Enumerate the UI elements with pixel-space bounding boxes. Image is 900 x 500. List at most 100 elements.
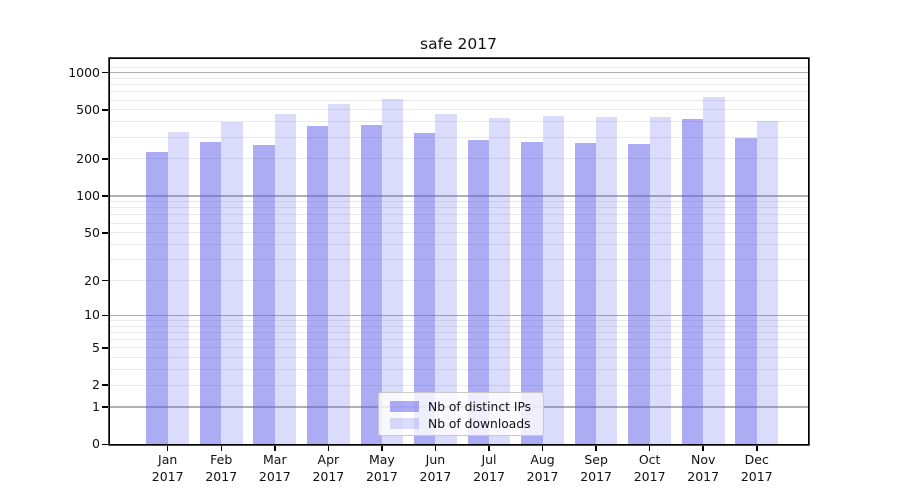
y-tick-mark (102, 195, 108, 197)
minor-gridline (109, 369, 808, 371)
minor-gridline (109, 99, 808, 101)
x-tick-label-dec: Dec 2017 (725, 451, 789, 485)
x-tick-label-feb: Feb 2017 (189, 451, 253, 485)
y-tick-mark (102, 347, 108, 349)
y-tick-label: 20 (84, 272, 100, 288)
chart-title: safe 2017 (420, 35, 497, 53)
x-tick-label-nov: Nov 2017 (671, 451, 735, 485)
legend-swatch-downloads (390, 418, 419, 429)
x-tick-label-line: Jun (425, 452, 446, 467)
bar-dec-distinct-ips (735, 137, 757, 445)
minor-gridline (109, 357, 808, 359)
minor-gridline (109, 222, 808, 224)
x-tick-label-line: 2017 (258, 469, 291, 484)
x-tick-label-line: May (368, 452, 395, 467)
bar-dec-downloads (756, 120, 779, 445)
y-tick-mark (102, 158, 108, 160)
bar-apr-downloads (328, 104, 350, 445)
x-tick-label-mar: Mar 2017 (243, 451, 307, 485)
y-tick-label: 2 (92, 377, 100, 393)
x-tick-mark (648, 446, 651, 451)
x-tick-label-line: 2017 (151, 469, 184, 484)
legend: Nb of distinct IPs Nb of downloads (378, 392, 544, 436)
bar-may-distinct-ips (360, 125, 382, 445)
x-tick-mark (434, 446, 437, 451)
x-tick-label-apr: Apr 2017 (296, 451, 360, 485)
x-tick-label-line: Dec (744, 452, 769, 467)
minor-gridline (109, 91, 808, 93)
y-tick-label: 200 (76, 150, 100, 166)
legend-item-distinct-ips: Nb of distinct IPs (390, 398, 543, 415)
x-tick-label-jan: Jan 2017 (136, 451, 200, 485)
x-tick-label-line: Mar (263, 452, 287, 467)
bar-mar-downloads (274, 114, 297, 445)
x-tick-label-line: 2017 (205, 469, 238, 484)
y-tick-label: 1 (92, 399, 100, 414)
x-tick-label-line: 2017 (740, 469, 773, 484)
x-tick-label-jul: Jul 2017 (457, 451, 521, 485)
bar-jun-downloads (435, 114, 457, 445)
minor-gridline (109, 121, 808, 123)
bar-jun-distinct-ips (414, 133, 436, 445)
y-tick-label: 500 (76, 101, 100, 117)
x-tick-label-line: 2017 (580, 469, 612, 484)
y-tick-mark (102, 279, 108, 282)
x-tick-label-line: Nov (690, 452, 716, 467)
minor-gridline (109, 331, 808, 333)
x-tick-label-line: 2017 (419, 469, 452, 484)
minor-gridline (109, 158, 808, 160)
bar-jan-distinct-ips (146, 151, 168, 445)
x-tick-label-line: Sep (584, 452, 608, 467)
bar-oct-downloads (649, 116, 672, 445)
x-tick-label-line: Oct (638, 452, 661, 467)
major-gridline (109, 195, 808, 197)
bar-aug-distinct-ips (521, 142, 543, 445)
x-tick-label-oct: Oct 2017 (618, 451, 682, 485)
legend-item-downloads: Nb of downloads (390, 415, 543, 432)
y-tick-label: 0 (92, 436, 100, 452)
bar-jul-distinct-ips (467, 139, 489, 445)
y-tick-label: 10 (84, 307, 100, 323)
bar-may-downloads (381, 99, 404, 445)
x-tick-label-sep: Sep 2017 (564, 451, 628, 485)
x-tick-label-line: 2017 (687, 469, 720, 484)
y-tick-mark (102, 406, 108, 408)
minor-gridline (109, 279, 808, 281)
x-tick-label-line: 2017 (365, 469, 398, 484)
x-tick-label-line: Jan (158, 452, 178, 467)
x-tick-mark (327, 446, 330, 451)
bar-jul-downloads (489, 118, 511, 445)
minor-gridline (109, 339, 808, 341)
x-tick-label-line: Apr (317, 452, 340, 467)
minor-gridline (109, 319, 808, 321)
minor-gridline (109, 244, 808, 245)
x-tick-mark (595, 446, 597, 451)
legend-swatch-distinct-ips (390, 401, 419, 412)
minor-gridline (109, 347, 808, 349)
minor-gridline (109, 201, 808, 203)
bar-nov-downloads (703, 96, 725, 445)
plot-area (109, 58, 808, 445)
bar-feb-downloads (221, 122, 243, 445)
y-tick-mark (102, 232, 108, 234)
minor-gridline (109, 84, 808, 86)
y-tick-mark (102, 109, 108, 111)
minor-gridline (109, 384, 808, 386)
minor-gridline (109, 136, 808, 138)
minor-gridline (109, 66, 808, 68)
legend-label-downloads: Nb of downloads (428, 416, 531, 431)
x-tick-mark (756, 446, 758, 451)
bar-mar-distinct-ips (253, 144, 275, 445)
x-tick-label-may: May 2017 (350, 451, 414, 485)
minor-gridline (109, 259, 808, 261)
x-tick-label-line: 2017 (312, 469, 345, 484)
x-tick-mark (220, 446, 222, 451)
bar-aug-downloads (542, 115, 564, 445)
y-tick-label: 5 (92, 339, 100, 355)
x-tick-label-aug: Aug 2017 (511, 451, 575, 485)
x-tick-label-line: 2017 (526, 469, 559, 484)
major-gridline (109, 314, 808, 316)
minor-gridline (109, 109, 808, 111)
bar-nov-distinct-ips (681, 118, 704, 445)
